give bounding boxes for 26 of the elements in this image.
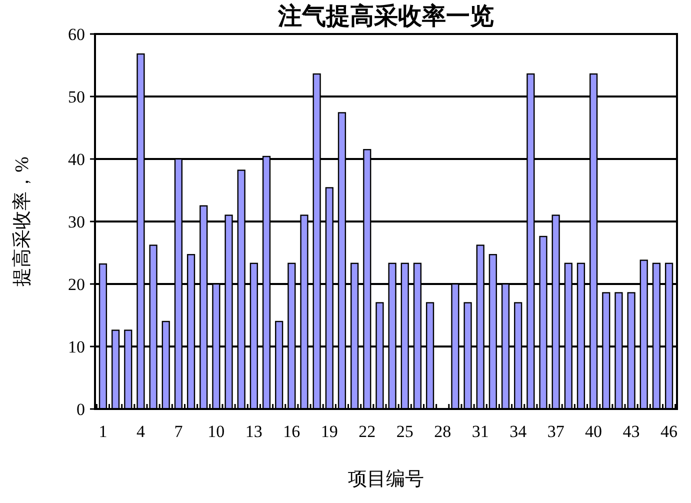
y-tick-label: 0: [76, 400, 85, 419]
x-tick-label: 22: [358, 422, 376, 441]
y-tick-label: 60: [68, 24, 85, 44]
x-tick-label: 43: [622, 422, 640, 441]
x-tick-label: 25: [396, 422, 414, 441]
x-tick-label: 7: [174, 422, 184, 441]
y-tick-label: 40: [68, 150, 85, 169]
x-tick-label: 19: [320, 422, 338, 441]
x-tick-label: 34: [510, 422, 528, 441]
x-tick-label: 13: [245, 422, 262, 441]
x-tick-label: 46: [660, 422, 678, 441]
x-tick-label: 40: [585, 422, 602, 441]
y-tick-label: 50: [68, 87, 85, 106]
x-tick-label: 4: [136, 422, 146, 441]
y-tick-label: 20: [68, 274, 85, 294]
y-tick-label: 30: [68, 212, 85, 232]
x-tick-label: 37: [547, 422, 565, 441]
x-tick-label: 31: [472, 422, 489, 441]
x-tick-label: 28: [434, 422, 452, 441]
x-tick-label: 1: [98, 422, 108, 441]
y-axis-title: 提高采收率，%: [11, 156, 33, 286]
x-tick-label: 10: [208, 422, 225, 441]
x-axis-title: 项目编号: [348, 469, 424, 490]
x-tick-label: 16: [283, 422, 300, 441]
chart-title: 注气提高采收率一览: [277, 2, 494, 30]
y-tick-label: 10: [68, 337, 85, 356]
